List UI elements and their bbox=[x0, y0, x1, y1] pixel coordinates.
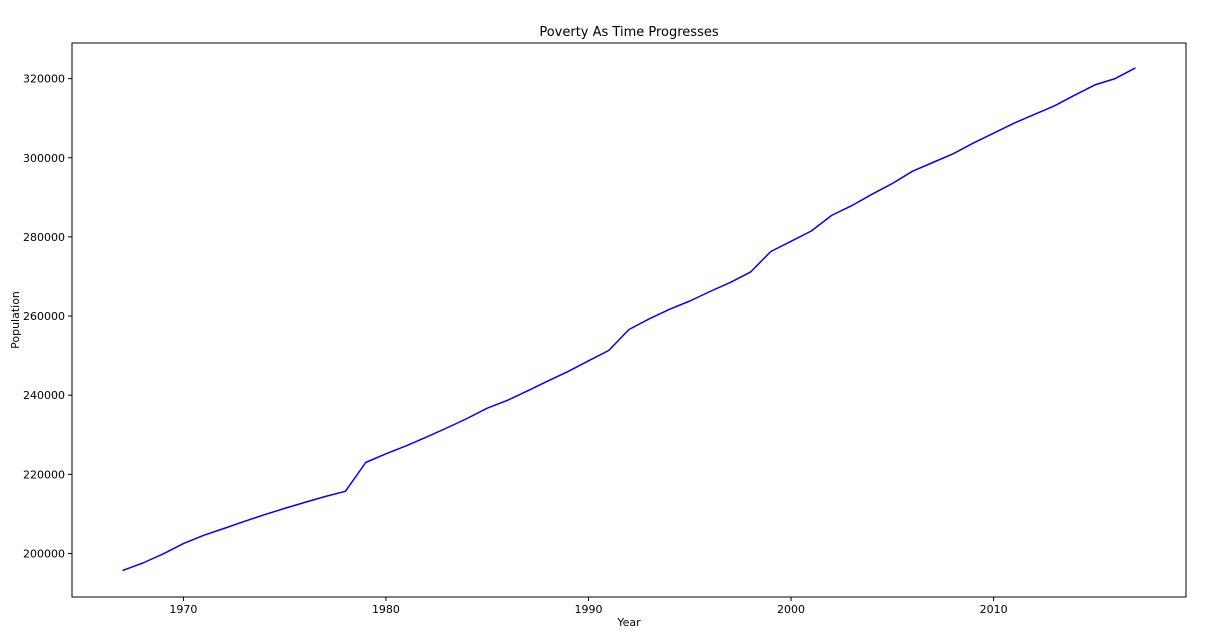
y-tick-label: 240000 bbox=[23, 389, 65, 402]
y-axis: 200000 220000 240000 260000 280000 300000 3200… bbox=[23, 73, 72, 560]
y-tick-label: 200000 bbox=[23, 547, 65, 560]
y-tick-label: 260000 bbox=[23, 310, 65, 323]
plot-frame bbox=[71, 42, 1187, 598]
x-tick-label: 1970 bbox=[169, 603, 197, 616]
x-axis: 1970 1980 1990 2000 2010 bbox=[169, 597, 1008, 616]
x-tick-label: 2010 bbox=[980, 603, 1008, 616]
x-axis-label: Year bbox=[616, 616, 641, 629]
chart-title: Poverty As Time Progresses bbox=[539, 25, 719, 40]
y-tick-label: 300000 bbox=[23, 152, 65, 165]
y-tick-label: 220000 bbox=[23, 468, 65, 481]
series-line bbox=[122, 67, 1136, 572]
x-tick-label: 2000 bbox=[777, 603, 805, 616]
series-layer bbox=[122, 67, 1136, 572]
x-tick-label: 1980 bbox=[372, 603, 400, 616]
y-tick-label: 320000 bbox=[23, 73, 65, 86]
x-tick-label: 1990 bbox=[574, 603, 602, 616]
y-axis-label: Population bbox=[9, 291, 22, 349]
y-tick-label: 280000 bbox=[23, 231, 65, 244]
